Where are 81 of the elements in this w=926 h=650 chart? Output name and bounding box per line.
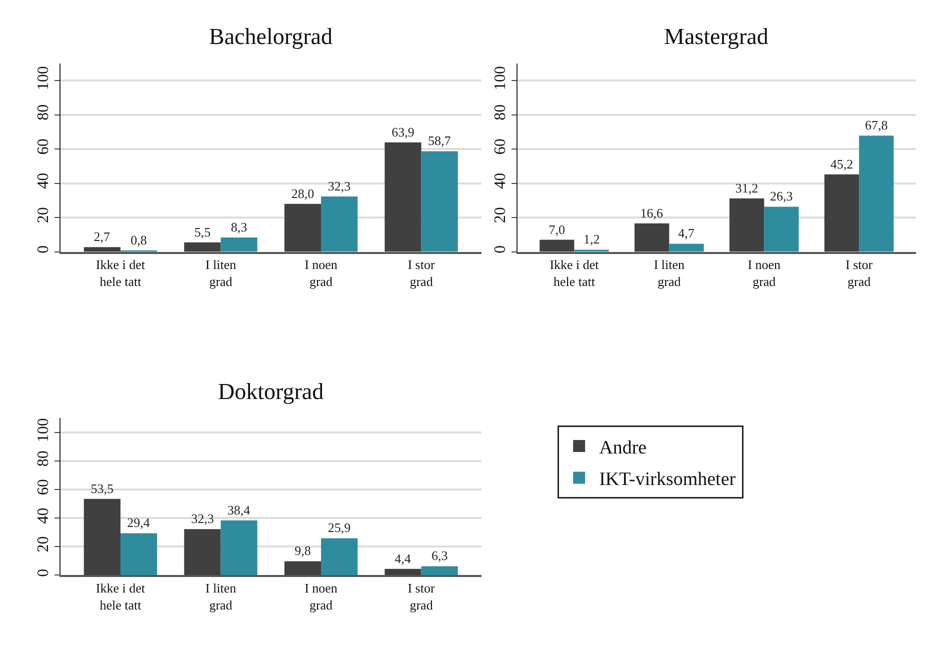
x-tick-label: Ikke i det hele tatt <box>96 580 146 612</box>
data-label: 5,5 <box>194 224 211 240</box>
data-label: 32,3 <box>191 511 214 526</box>
bar <box>321 196 358 252</box>
bar <box>634 223 670 252</box>
bar <box>84 498 120 576</box>
y-tick-label: 40 <box>34 172 52 189</box>
data-label: 63,9 <box>392 124 414 140</box>
bar <box>120 533 158 576</box>
bar <box>421 151 458 252</box>
y-tick-label: 40 <box>34 508 52 524</box>
data-label: 2,7 <box>94 229 111 244</box>
y-tick-label: 100 <box>492 66 509 90</box>
data-label: 0,8 <box>130 232 147 248</box>
legend-label: Andre <box>599 437 647 458</box>
data-label: 45,2 <box>830 156 854 172</box>
bar <box>284 204 322 252</box>
data-label: 26,3 <box>770 188 793 204</box>
bar <box>220 238 258 252</box>
y-tick-label: 100 <box>34 418 52 442</box>
bar <box>284 561 322 576</box>
bar <box>421 566 458 576</box>
y-tick-label: 80 <box>34 104 52 120</box>
x-tick-label: I noen grad <box>304 257 338 290</box>
chart-title: Bachelorgrad <box>209 24 333 49</box>
y-tick-label: 80 <box>34 450 52 467</box>
y-tick-label: 60 <box>492 138 509 155</box>
data-label: 9,8 <box>294 543 311 558</box>
chart-title: Mastergrad <box>664 24 769 49</box>
data-label: 8,3 <box>230 220 248 235</box>
y-tick-label: 60 <box>34 138 52 155</box>
data-label: 4,4 <box>394 550 412 566</box>
data-label: 16,6 <box>640 205 664 220</box>
bar <box>729 198 764 252</box>
y-tick-label: 80 <box>492 104 509 120</box>
x-tick-label: I noen grad <box>304 580 338 612</box>
bar <box>384 142 422 252</box>
bar <box>184 529 221 576</box>
data-label: 38,4 <box>227 502 251 518</box>
data-label: 29,4 <box>127 515 150 530</box>
x-tick-label: I noen grad <box>748 257 782 290</box>
x-tick-label: Ikke i det hele tatt <box>550 257 600 290</box>
legend-label: IKT-virksomheter <box>599 469 736 490</box>
bar <box>669 244 704 252</box>
y-tick-label: 0 <box>492 245 509 254</box>
chart-title: Doktorgrad <box>218 379 324 404</box>
bar <box>764 206 799 252</box>
data-label: 6,3 <box>431 548 448 564</box>
x-tick-label: I liten grad <box>654 257 686 290</box>
data-label: 58,7 <box>428 133 452 148</box>
x-tick-label: I stor grad <box>408 580 436 612</box>
x-tick-label: I stor grad <box>845 257 874 290</box>
bar <box>540 240 574 252</box>
y-tick-label: 60 <box>34 479 52 496</box>
data-label: 1,2 <box>583 232 600 247</box>
data-label: 53,5 <box>90 480 114 496</box>
data-label: 7,0 <box>548 222 566 237</box>
y-tick-label: 20 <box>492 207 509 224</box>
bar <box>859 136 894 252</box>
bar <box>321 538 358 576</box>
data-label: 4,7 <box>678 226 695 241</box>
data-label: 32,3 <box>328 178 351 194</box>
y-tick-label: 20 <box>34 536 52 552</box>
y-tick-label: 0 <box>34 568 52 577</box>
bar <box>84 247 120 252</box>
y-tick-label: 20 <box>34 207 52 224</box>
data-label: 67,8 <box>864 118 888 133</box>
data-label: 31,2 <box>735 180 758 196</box>
data-label: 25,9 <box>328 520 351 536</box>
bar <box>184 242 221 252</box>
bar <box>824 174 860 252</box>
x-tick-label: I liten grad <box>205 580 237 612</box>
x-tick-label: Ikke i det hele tatt <box>96 257 146 290</box>
bar <box>220 520 258 576</box>
x-tick-label: I stor grad <box>408 257 436 290</box>
data-label: 28,0 <box>291 186 314 201</box>
y-tick-label: 40 <box>492 172 509 189</box>
x-tick-label: I liten grad <box>205 257 237 290</box>
bar <box>384 568 422 576</box>
y-tick-label: 100 <box>34 66 52 90</box>
y-tick-label: 0 <box>34 245 52 254</box>
